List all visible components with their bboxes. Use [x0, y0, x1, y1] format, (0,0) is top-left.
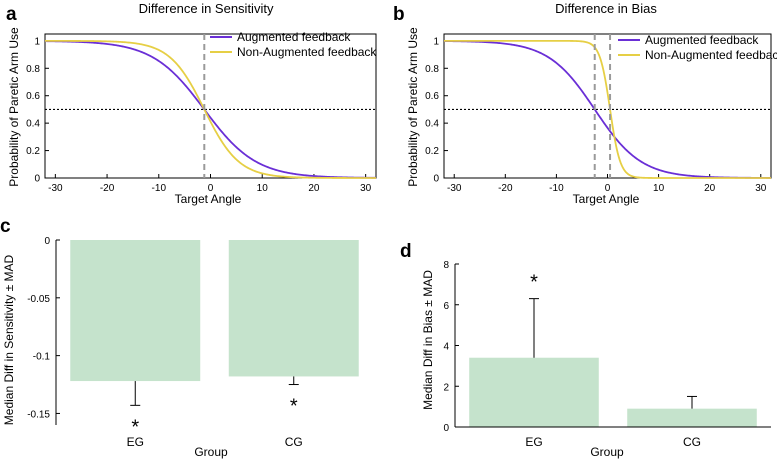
panel-b-ylabel: Probability of Paretic Arm Use	[406, 27, 420, 187]
x-tick-label: -20	[100, 183, 115, 194]
panel-a-title: Difference in Sensitivity	[139, 1, 274, 16]
significance-star: *	[290, 396, 298, 418]
y-tick-label: 0.6	[425, 91, 439, 102]
y-tick-label: 8	[443, 260, 449, 271]
x-tick-label: 10	[257, 183, 269, 194]
y-tick-label: -0.05	[27, 294, 50, 305]
panel-a-letter: a	[6, 4, 17, 25]
series-line	[45, 39, 376, 179]
category-label: EG	[525, 435, 542, 449]
x-tick-label: -30	[447, 183, 462, 194]
significance-star: *	[131, 416, 139, 438]
legend-label: Augmented feedback	[237, 30, 351, 44]
y-tick-label: 0.2	[26, 146, 40, 157]
panel-d-ylabel: Median Diff in Bias ± MAD	[421, 270, 435, 410]
x-tick-label: -30	[48, 183, 63, 194]
panel-b: b Difference in Bias -30 -20 -10 0 10 20 30 0 0.…	[393, 1, 777, 206]
y-tick-label: 0.4	[425, 119, 439, 130]
significance-star: *	[530, 272, 538, 294]
series-line	[444, 39, 771, 179]
panel-b-letter: b	[393, 4, 405, 25]
bar	[228, 240, 359, 377]
y-tick-label: 4	[443, 342, 449, 353]
x-tick-label: -10	[152, 183, 167, 194]
panel-a: a Difference in Sensitivity -30 -20 -10 0 10…	[6, 1, 377, 206]
bar	[627, 408, 757, 427]
bar	[70, 240, 201, 382]
y-tick-label: 1	[34, 36, 40, 47]
panel-b-title: Difference in Bias	[555, 1, 657, 16]
panel-a-ylabel: Probability of Paretic Arm Use	[7, 27, 21, 187]
y-tick-label: 0.8	[26, 64, 40, 75]
y-tick-label: 0.4	[26, 119, 40, 130]
panel-c-letter: c	[0, 216, 11, 237]
bar	[469, 357, 599, 427]
panel-a-xlabel: Target Angle	[175, 192, 242, 206]
panel-d: d * EG CG 0 2 4 6 8 Group Median Diff in Bias ±…	[400, 241, 771, 459]
series-line	[44, 40, 377, 179]
x-tick-label: 10	[653, 183, 665, 194]
legend-label: Non-Augmented feedback	[645, 48, 777, 62]
panel-c-ylabel: Median Diff in Sensitivity ± MAD	[2, 254, 16, 425]
legend-label: Augmented feedback	[645, 33, 759, 47]
y-tick-label: 0	[44, 236, 50, 247]
x-tick-label: -20	[498, 183, 513, 194]
x-tick-label: 20	[704, 183, 716, 194]
y-tick-label: 0.8	[425, 64, 439, 75]
panel-d-xlabel: Group	[590, 445, 624, 459]
y-tick-label: 0.6	[26, 91, 40, 102]
x-tick-label: 0	[208, 183, 214, 194]
x-tick-label: 20	[308, 183, 320, 194]
x-tick-label: -10	[549, 183, 564, 194]
y-tick-label: 0	[433, 174, 439, 185]
panel-d-letter: d	[400, 241, 412, 262]
y-tick-label: 0	[34, 174, 40, 185]
category-label: EG	[127, 435, 144, 449]
y-tick-label: -0.15	[27, 409, 50, 420]
category-label: CG	[285, 435, 303, 449]
y-tick-label: 0.2	[425, 146, 439, 157]
y-tick-label: 1	[433, 36, 439, 47]
y-tick-label: 0	[443, 423, 449, 434]
panel-c: c *EG*CG0-0.05-0.1-0.15 Group Median Dif…	[0, 216, 359, 459]
y-tick-label: 2	[443, 382, 449, 393]
panel-c-xlabel: Group	[194, 445, 228, 459]
panel-b-xlabel: Target Angle	[573, 192, 640, 206]
legend-label: Non-Augmented feedback	[237, 45, 377, 59]
y-tick-label: -0.1	[33, 352, 51, 363]
x-tick-label: 30	[755, 183, 767, 194]
y-tick-label: 6	[443, 301, 449, 312]
x-tick-label: 0	[605, 183, 611, 194]
category-label: CG	[683, 435, 701, 449]
x-tick-label: 30	[360, 183, 372, 194]
